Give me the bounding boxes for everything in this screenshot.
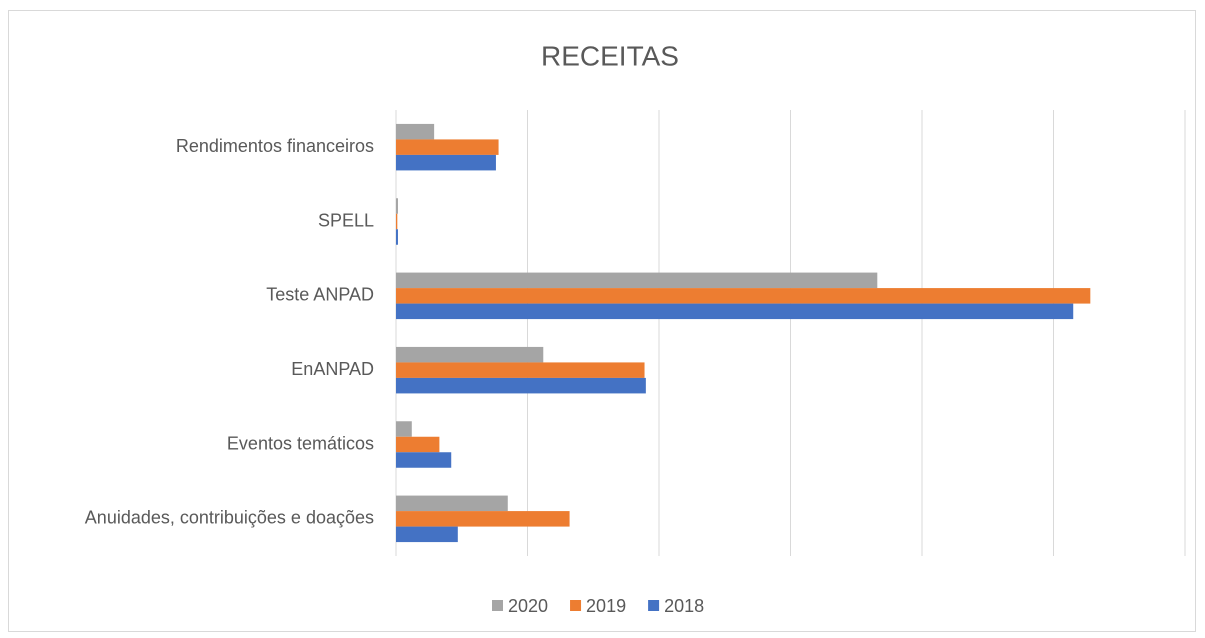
bar: [396, 303, 1074, 320]
bar: [396, 229, 398, 245]
bar: [396, 123, 435, 140]
bar: [396, 213, 398, 230]
bar: [396, 511, 570, 527]
chart-title: RECEITAS: [541, 40, 679, 71]
y-tick-label: Rendimentos financeiros: [176, 136, 374, 156]
bar: [396, 362, 645, 378]
bar: [396, 421, 412, 437]
bar: [396, 198, 398, 214]
legend-label: 2018: [664, 596, 704, 616]
legend-swatch: [648, 600, 660, 611]
legend-label: 2020: [508, 596, 548, 616]
bar: [396, 436, 440, 453]
chart-border: [8, 10, 1196, 632]
legend-swatch: [492, 600, 503, 611]
bar: [396, 154, 496, 171]
bar: [396, 452, 452, 468]
legend-swatch: [570, 600, 582, 611]
y-tick-label: Teste ANPAD: [266, 285, 374, 305]
y-tick-label: Eventos temáticos: [227, 433, 374, 453]
bar: [396, 346, 544, 363]
bar: [396, 377, 646, 394]
y-tick-label: EnANPAD: [291, 359, 374, 379]
y-tick-label: SPELL: [318, 210, 374, 230]
bar: [396, 526, 458, 543]
bar: [396, 139, 499, 155]
bar: [396, 272, 878, 289]
legend-label: 2019: [586, 596, 626, 616]
bar: [396, 495, 508, 512]
y-tick-label: Anuidades, contribuições e doações: [85, 508, 374, 528]
bar: [396, 288, 1091, 304]
